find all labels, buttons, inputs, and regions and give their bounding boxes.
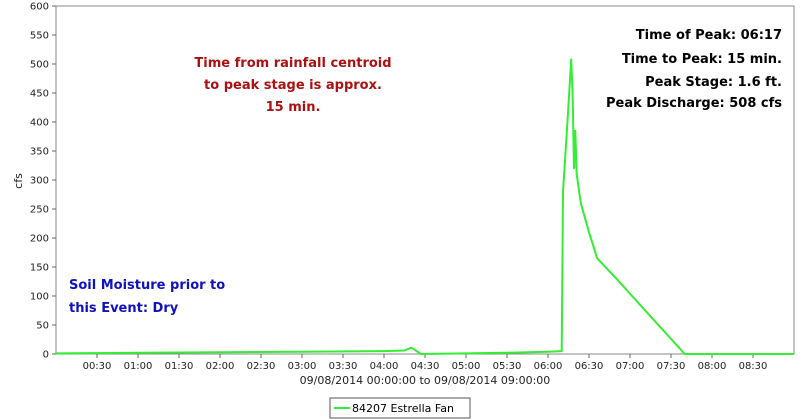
y-tick-label: 550 (30, 31, 49, 42)
rainfall-note-line-3: 15 min. (266, 100, 321, 115)
legend: 84207 Estrella Fan (329, 397, 471, 419)
x-tick-label: 04:30 (411, 361, 440, 372)
y-tick-label: 250 (30, 205, 49, 216)
x-tick-label: 05:00 (452, 361, 481, 372)
y-tick-label: 600 (30, 2, 49, 13)
y-tick-label: 300 (30, 176, 49, 187)
y-tick-label: 500 (30, 60, 49, 71)
series-layer (55, 58, 794, 355)
y-tick-label: 100 (30, 292, 49, 303)
x-tick-label: 08:30 (739, 361, 768, 372)
soil-moisture-line-1: Soil Moisture prior to (69, 278, 225, 293)
x-tick-label: 05:30 (493, 361, 522, 372)
x-tick-label: 07:30 (657, 361, 686, 372)
rainfall-centroid-note: Time from rainfall centroid to peak stag… (194, 56, 391, 115)
y-tick-label: 400 (30, 118, 49, 129)
plot-area (55, 5, 795, 355)
x-tick-label: 02:30 (247, 361, 276, 372)
x-axis: 00:30 01:00 01:30 02:00 02:30 03:00 03:30 04:00… (83, 354, 768, 372)
x-tick-label: 06:00 (534, 361, 563, 372)
y-tick-label: 200 (30, 234, 49, 245)
legend-box (329, 397, 471, 419)
y-tick-label: 150 (30, 263, 49, 274)
x-tick-label: 08:00 (698, 361, 727, 372)
rainfall-note-line-1: Time from rainfall centroid (194, 56, 391, 71)
y-tick-label: 350 (30, 147, 49, 158)
x-tick-label: 06:30 (575, 361, 604, 372)
x-tick-label: 03:30 (329, 361, 358, 372)
y-tick-label: 0 (43, 350, 49, 361)
soil-moisture-line-2: this Event: Dry (69, 301, 179, 316)
y-axis-title: cfs (12, 173, 25, 189)
legend-label: 84207 Estrella Fan (352, 402, 454, 415)
time-of-peak-text: Time of Peak: 06:17 (636, 28, 782, 43)
peak-discharge-text: Peak Discharge: 508 cfs (606, 96, 782, 111)
peak-info-note: Time of Peak: 06:17 Time to Peak: 15 min… (606, 28, 782, 111)
x-tick-label: 01:30 (165, 361, 194, 372)
x-tick-label: 07:00 (616, 361, 645, 372)
time-to-peak-text: Time to Peak: 15 min. (622, 52, 782, 67)
y-tick-label: 450 (30, 89, 49, 100)
series-line-0 (55, 58, 794, 355)
x-axis-title: 09/08/2014 00:00:00 to 09/08/2014 09:00:… (300, 374, 551, 387)
x-tick-label: 01:00 (124, 361, 153, 372)
x-tick-label: 00:30 (83, 361, 112, 372)
x-tick-label: 03:00 (288, 361, 317, 372)
x-tick-label: 02:00 (206, 361, 235, 372)
soil-moisture-note: Soil Moisture prior to this Event: Dry (69, 278, 225, 316)
y-axis: 0 50 100 150 200 250 300 350 400 450 500 550 600 (30, 2, 56, 361)
x-tick-label: 04:00 (370, 361, 399, 372)
peak-stage-text: Peak Stage: 1.6 ft. (645, 75, 782, 90)
rainfall-note-line-2: to peak stage is approx. (204, 78, 382, 93)
y-tick-label: 50 (36, 321, 49, 332)
